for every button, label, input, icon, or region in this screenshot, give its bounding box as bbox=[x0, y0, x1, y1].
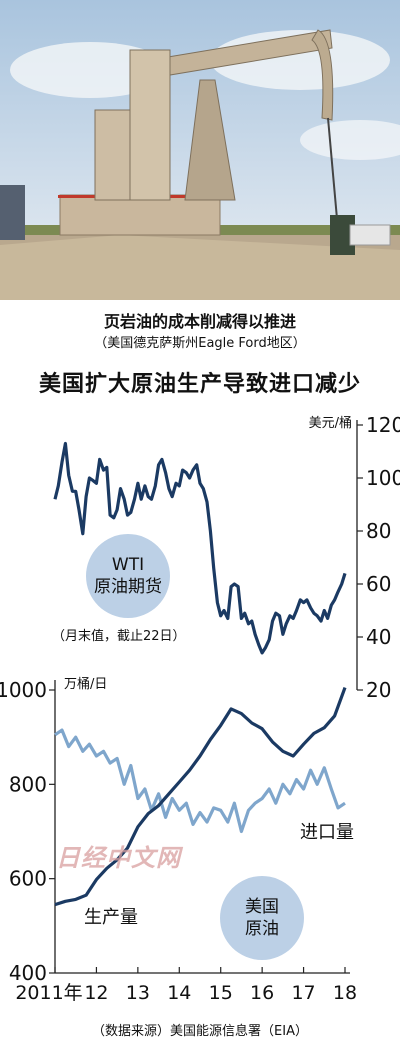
volume-unit-label: 万桶/日 bbox=[64, 677, 107, 692]
us-crude-bubble bbox=[220, 876, 304, 960]
wti-unit-label: 美元/桶 bbox=[309, 416, 352, 431]
wti-tick-label: 60 bbox=[366, 572, 391, 596]
watermark: 日经中文网 bbox=[56, 844, 181, 872]
wti-tick-label: 120 bbox=[366, 413, 400, 437]
x-tick-label: 17 bbox=[291, 982, 315, 1004]
x-tick-label: 14 bbox=[167, 982, 191, 1004]
photo-location: （美国德克萨斯州Eagle Ford地区） bbox=[94, 336, 306, 351]
volume-tick-label: 400 bbox=[9, 961, 47, 985]
volume-tick-label: 1000 bbox=[0, 678, 47, 702]
wti-bubble-label: WTI bbox=[112, 555, 144, 575]
imports-series-line bbox=[54, 728, 346, 834]
x-tick-label: 18 bbox=[333, 982, 357, 1004]
wti-series-line bbox=[53, 441, 347, 655]
production-import-panel: 1000 800 600 400 万桶/日 2011年 12 13 14 15 16 17 18 美国原油… bbox=[0, 677, 357, 1004]
wti-tick-label: 40 bbox=[366, 625, 391, 649]
x-tick-label: 13 bbox=[126, 982, 150, 1004]
wti-tick-label: 100 bbox=[366, 466, 400, 490]
wti-tick-label: 80 bbox=[366, 519, 391, 543]
x-tick-label: 2011年 bbox=[15, 982, 82, 1004]
volume-tick-label: 800 bbox=[9, 772, 47, 796]
wti-bubble bbox=[86, 534, 170, 618]
wti-tick-label: 20 bbox=[366, 678, 391, 702]
x-tick-label: 12 bbox=[84, 982, 108, 1004]
us-crude-bubble-label: 原油 bbox=[245, 919, 279, 939]
imports-label: 进口量 bbox=[300, 822, 354, 843]
chart-headline: 美国扩大原油生产导致进口减少 bbox=[38, 372, 361, 397]
photo-caption: 页岩油的成本削减得以推进 bbox=[103, 312, 296, 331]
volume-tick-label: 600 bbox=[9, 867, 47, 891]
us-crude-bubble-label: 美国 bbox=[245, 897, 279, 917]
data-source: （数据来源）美国能源信息署（EIA） bbox=[92, 1024, 308, 1039]
oil-pumpjack-photo bbox=[0, 0, 400, 300]
x-tick-label: 16 bbox=[250, 982, 274, 1004]
wti-bubble-label: 原油期货 bbox=[94, 577, 162, 597]
production-series-line bbox=[54, 687, 347, 907]
production-label: 生产量 bbox=[84, 907, 138, 928]
wti-note: （月末值，截止22日） bbox=[52, 628, 186, 644]
x-tick-label: 15 bbox=[209, 982, 233, 1004]
